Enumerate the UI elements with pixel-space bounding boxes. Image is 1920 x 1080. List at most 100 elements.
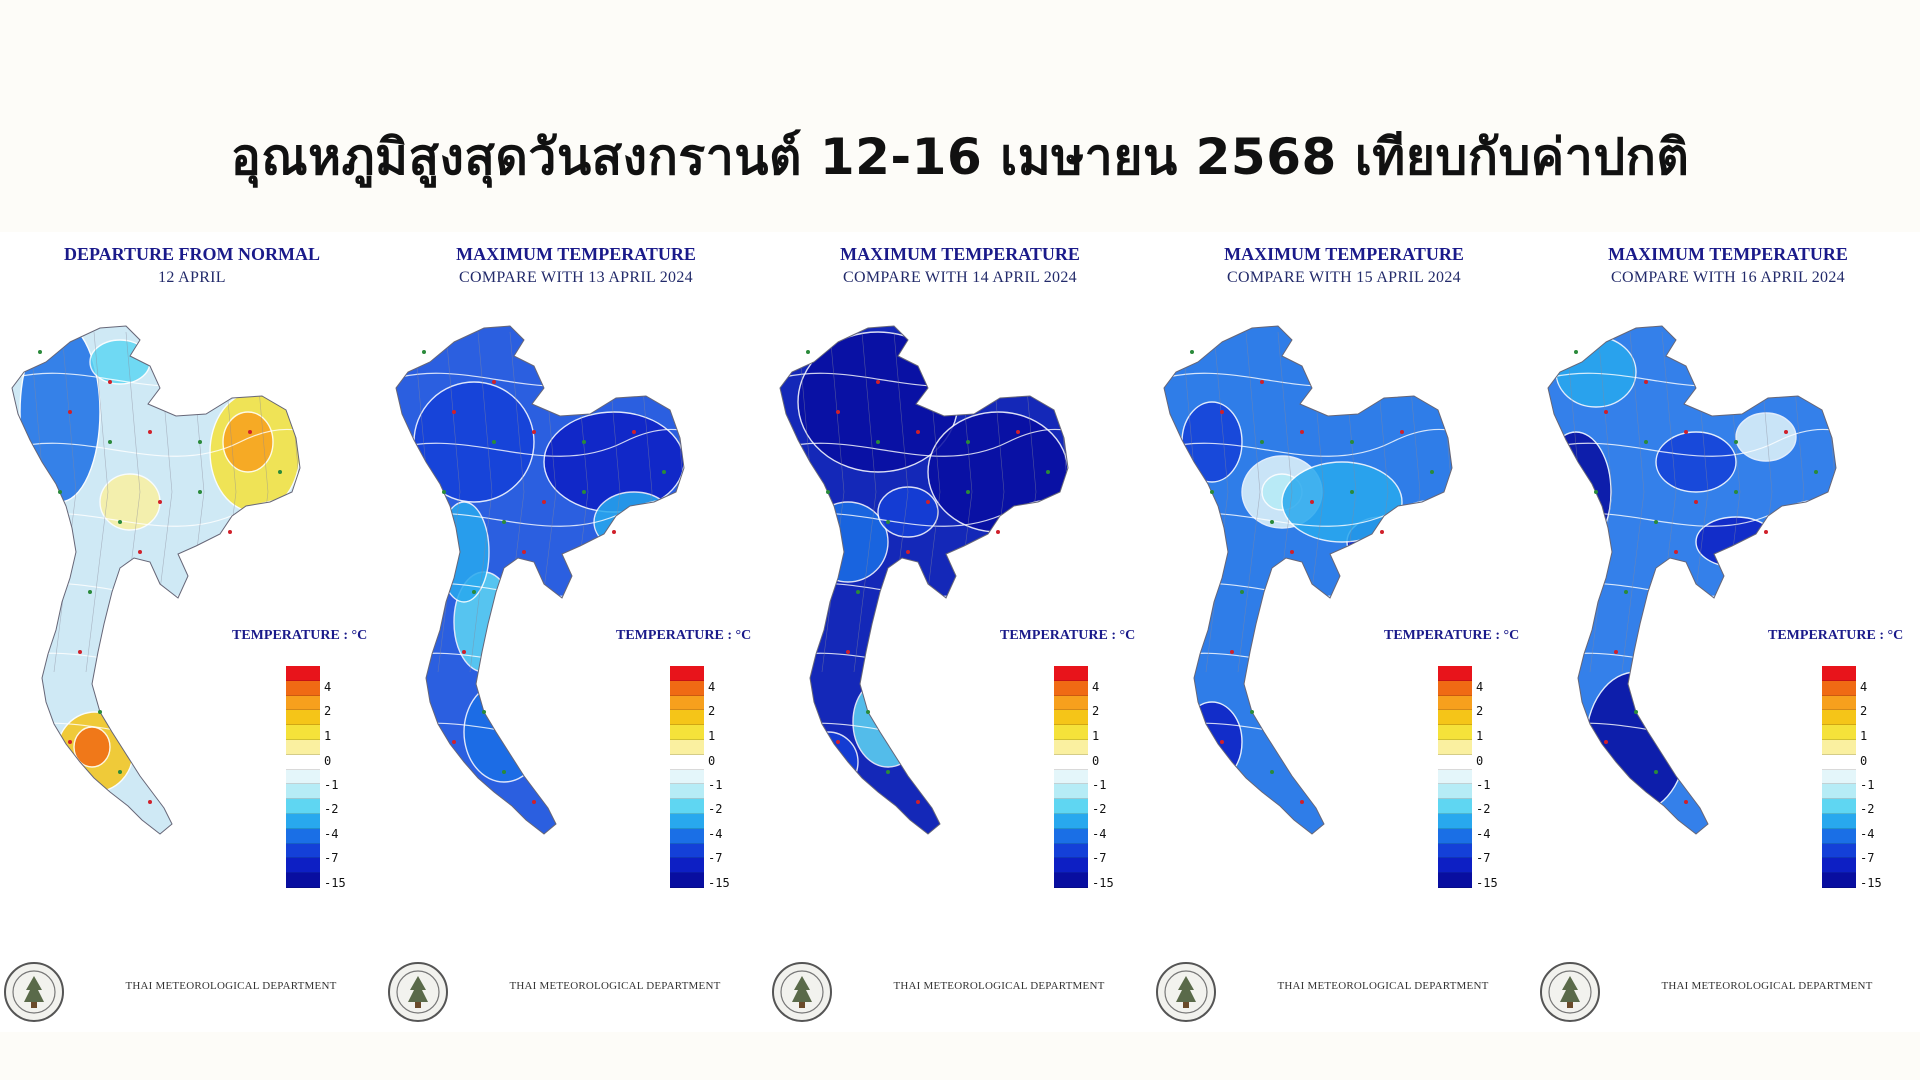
- station-marker: [1300, 800, 1304, 804]
- legend-swatch: [1054, 695, 1088, 711]
- legend-label: 1: [1476, 729, 1484, 743]
- legend-title: TEMPERATURE : °C: [1768, 628, 1904, 643]
- legend-swatch: [1054, 828, 1088, 844]
- tmd-seal-icon: [772, 962, 832, 1022]
- station-marker: [906, 550, 910, 554]
- contour-line: [780, 429, 1068, 457]
- legend-title: TEMPERATURE : °C: [1000, 628, 1136, 643]
- station-marker: [1310, 500, 1314, 504]
- station-marker: [1734, 490, 1738, 494]
- legend-swatch: [286, 725, 320, 740]
- legend-label: -15: [1476, 876, 1498, 890]
- maps-area: DEPARTURE FROM NORMAL 12 APRIL TEMPERATURE…: [0, 232, 1920, 1032]
- station-marker: [532, 430, 536, 434]
- legend-swatch: [286, 799, 320, 814]
- legend-swatch: [1822, 680, 1856, 696]
- station-marker: [582, 490, 586, 494]
- station-marker: [68, 410, 72, 414]
- station-marker: [522, 550, 526, 554]
- contour-line: [396, 429, 684, 457]
- color-legend: [670, 666, 704, 888]
- station-marker: [118, 770, 122, 774]
- legend-swatch: [286, 769, 320, 785]
- station-marker: [1644, 380, 1648, 384]
- legend-label: -4: [1092, 827, 1107, 841]
- station-marker: [846, 650, 850, 654]
- legend-label: -2: [324, 802, 339, 816]
- station-marker: [148, 800, 152, 804]
- legend-swatch: [670, 666, 704, 681]
- legend-swatch: [1822, 784, 1856, 800]
- legend-swatch: [286, 843, 320, 859]
- station-marker: [836, 410, 840, 414]
- province-boundary: [469, 331, 493, 673]
- station-marker: [996, 530, 1000, 534]
- legend-swatch: [670, 769, 704, 785]
- station-marker: [1644, 440, 1648, 444]
- legend-swatch: [1438, 858, 1472, 874]
- contour-line: [1164, 429, 1452, 457]
- legend-swatch: [286, 710, 320, 726]
- legend-label: 2: [1476, 704, 1484, 718]
- station-marker: [278, 470, 282, 474]
- station-marker: [1300, 430, 1304, 434]
- map-panel: MAXIMUM TEMPERATURE COMPARE WITH 16 APRIL…: [1536, 232, 1920, 1032]
- station-marker: [1684, 430, 1688, 434]
- station-marker: [1380, 530, 1384, 534]
- station-marker: [876, 440, 880, 444]
- station-marker: [1260, 440, 1264, 444]
- legend-label: -2: [1092, 802, 1107, 816]
- station-marker: [1764, 530, 1768, 534]
- station-marker: [966, 440, 970, 444]
- legend-label: -1: [324, 778, 339, 792]
- legend-swatch: [1822, 725, 1856, 740]
- legend-swatch: [1438, 680, 1472, 696]
- legend-swatch: [1054, 858, 1088, 874]
- thailand-map: [395, 325, 685, 835]
- legend-swatch: [670, 739, 704, 755]
- station-marker: [492, 380, 496, 384]
- legend-swatch: [670, 828, 704, 844]
- station-marker: [1654, 770, 1658, 774]
- station-marker: [1250, 710, 1254, 714]
- station-marker: [1634, 710, 1638, 714]
- station-marker: [1784, 430, 1788, 434]
- legend-labels: 4 2 1 0 -1 -2 -4 -7 -15: [324, 666, 364, 966]
- legend-swatch: [1822, 666, 1856, 681]
- legend-swatch: [1438, 739, 1472, 755]
- station-marker: [98, 710, 102, 714]
- color-legend: [1054, 666, 1088, 888]
- legend-label: -7: [324, 851, 339, 865]
- legend-label: 1: [324, 729, 332, 743]
- thailand-map: [1163, 325, 1453, 835]
- station-marker: [68, 740, 72, 744]
- temperature-zone: [877, 486, 939, 538]
- panel-subtitle: COMPARE WITH 16 APRIL 2024: [1611, 269, 1845, 286]
- station-marker: [1694, 500, 1698, 504]
- station-marker: [662, 470, 666, 474]
- legend-label: 2: [324, 704, 332, 718]
- station-marker: [198, 490, 202, 494]
- panel-subtitle: COMPARE WITH 15 APRIL 2024: [1227, 269, 1461, 286]
- legend-swatch: [1054, 666, 1088, 681]
- legend-swatch: [1054, 754, 1088, 770]
- province-boundary: [1813, 331, 1836, 673]
- province-boundary: [1237, 331, 1261, 673]
- legend-labels: 4 2 1 0 -1 -2 -4 -7 -15: [1860, 666, 1900, 966]
- station-marker: [1240, 590, 1244, 594]
- temperature-zone: [1548, 431, 1612, 553]
- legend-swatch: [1438, 769, 1472, 785]
- station-marker: [452, 740, 456, 744]
- legend-swatch: [1822, 710, 1856, 726]
- station-marker: [1604, 740, 1608, 744]
- panel-subtitle: COMPARE WITH 14 APRIL 2024: [843, 269, 1077, 286]
- station-marker: [1614, 650, 1618, 654]
- station-marker: [1684, 800, 1688, 804]
- temperature-zone: [852, 676, 924, 768]
- legend-label: -2: [1860, 802, 1875, 816]
- legend-swatch: [670, 873, 704, 888]
- temperature-zone: [222, 411, 274, 473]
- temperature-zone: [1281, 461, 1403, 543]
- thailand-map: [1547, 325, 1837, 835]
- legend-swatch: [670, 813, 704, 829]
